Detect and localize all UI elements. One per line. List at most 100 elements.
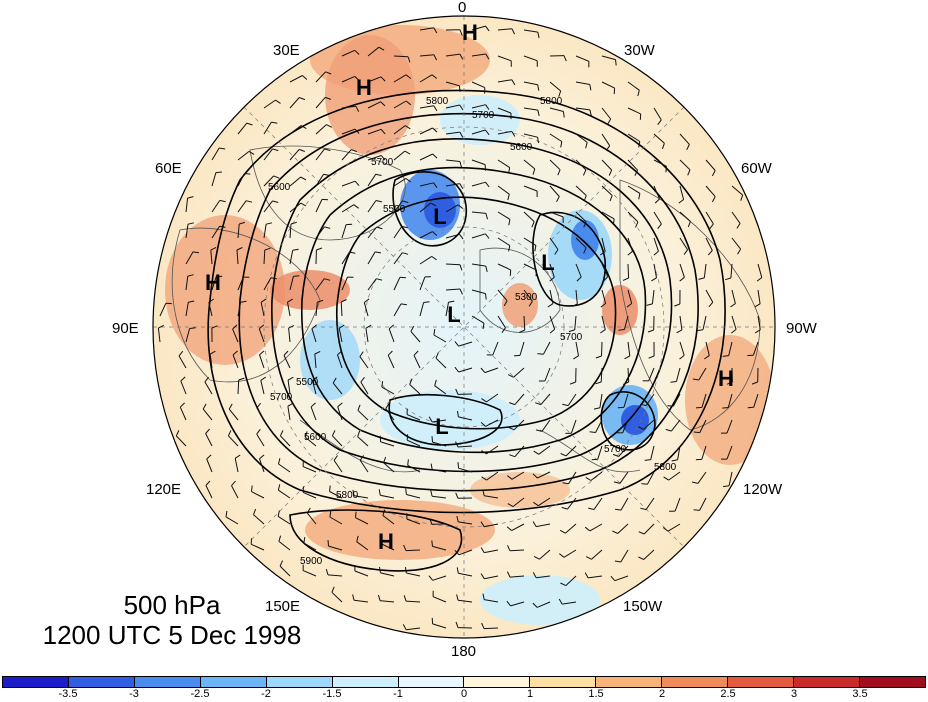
wind-barb — [648, 367, 655, 382]
wind-barb — [341, 224, 347, 239]
contour-label: 5700 — [270, 392, 293, 403]
wind-barb — [752, 341, 759, 356]
wind-barb-flag — [704, 355, 710, 360]
wind-barb — [237, 223, 240, 239]
wind-barb — [367, 174, 377, 187]
high-center: H — [356, 75, 372, 100]
wind-barb — [497, 237, 511, 247]
wind-barb — [159, 303, 167, 317]
wind-barb-flag — [485, 293, 487, 300]
wind-barb — [565, 523, 577, 534]
wind-barb — [393, 55, 409, 58]
wind-barb-flag — [300, 125, 307, 130]
wind-barb-flag — [455, 388, 459, 395]
wind-barb-flag — [188, 300, 195, 303]
wind-barb — [701, 445, 707, 460]
wind-barb — [549, 81, 562, 92]
wind-barb-flag — [351, 149, 358, 153]
wind-barb — [653, 237, 659, 252]
wind-barb — [388, 328, 395, 343]
wind-barb — [599, 393, 603, 408]
wind-barb-flag — [403, 544, 407, 551]
wind-barb — [341, 149, 352, 161]
wind-barb-flag — [671, 459, 678, 462]
contour-label: 5500 — [296, 377, 319, 388]
contour-label: 5700 — [371, 157, 394, 168]
wind-barb-flag — [622, 277, 629, 281]
wind-barb — [360, 381, 369, 395]
wind-barb — [185, 276, 189, 291]
wind-barb-flag — [317, 299, 324, 303]
wind-barb-flag — [324, 278, 331, 281]
wind-barb — [287, 380, 291, 395]
wind-barb — [432, 545, 447, 551]
wind-barb-flag — [646, 303, 653, 306]
wind-barb — [497, 315, 506, 329]
wind-barb — [643, 549, 655, 560]
wind-barb-flag — [533, 555, 540, 560]
wind-barb — [542, 341, 551, 355]
wind-barb — [380, 600, 395, 603]
wind-barb-flag — [511, 28, 516, 35]
wind-barb — [263, 200, 273, 213]
wind-barb — [620, 549, 629, 563]
wind-barb — [315, 302, 318, 317]
wind-barb — [337, 354, 343, 369]
wind-barb-flag — [376, 226, 383, 230]
wind-barb — [698, 367, 707, 381]
wind-barb — [549, 107, 564, 112]
wind-barb-flag — [299, 97, 306, 101]
wind-barb — [726, 419, 733, 434]
wind-barb-flag — [209, 350, 216, 355]
colorbar-tick-label: -3 — [129, 688, 139, 700]
colorbar-tick-label: -3.5 — [58, 688, 78, 700]
wind-barb-flag — [333, 455, 338, 461]
wind-barb — [523, 29, 538, 33]
wind-barb — [523, 237, 537, 246]
wind-barb-flag — [519, 329, 526, 333]
wind-barb-flag — [360, 376, 365, 383]
contour-label: 5800 — [336, 490, 359, 501]
wind-barb — [315, 71, 326, 83]
wind-barb — [251, 491, 265, 499]
colorbar-swatch — [200, 677, 267, 687]
wind-barb-flag — [363, 298, 370, 303]
wind-barb-flag — [583, 221, 587, 228]
wind-barb-flag — [381, 381, 384, 388]
wind-barb — [256, 433, 265, 447]
wind-barb — [356, 541, 369, 551]
wind-barb-flag — [509, 454, 516, 458]
wind-barb-flag — [448, 300, 455, 303]
wind-barb — [486, 445, 499, 455]
wind-barb-flag — [558, 598, 563, 605]
wind-barb — [519, 341, 525, 356]
wind-barb — [595, 419, 603, 433]
wind-barb — [367, 155, 382, 161]
wind-barb-flag — [507, 194, 510, 201]
wind-barb — [549, 133, 563, 142]
wind-barb — [259, 354, 265, 369]
wind-barb-flag — [535, 270, 538, 277]
wind-barb-flag — [626, 303, 633, 308]
wind-barb — [627, 263, 630, 279]
wind-barb-flag — [303, 537, 306, 544]
wind-barb — [302, 570, 317, 577]
wind-barb-flag — [558, 553, 565, 558]
wind-barb-flag — [204, 376, 209, 383]
wind-barb-flag — [259, 454, 265, 460]
wind-barb — [263, 121, 272, 135]
wind-barb-flag — [275, 99, 281, 104]
wind-barb-flag — [595, 381, 602, 385]
wind-barb-flag — [354, 76, 360, 81]
wind-barb — [406, 439, 421, 447]
wind-barb-flag — [511, 79, 516, 86]
wind-barb — [405, 549, 421, 552]
wind-barb-flag — [459, 234, 464, 240]
wind-barb-flag — [277, 510, 280, 517]
wind-barb-flag — [557, 169, 561, 176]
wind-barb — [601, 185, 613, 196]
wind-barb — [175, 435, 187, 447]
wind-barb-flag — [670, 381, 677, 383]
wind-barb-flag — [593, 407, 601, 410]
wind-barb — [180, 380, 187, 395]
